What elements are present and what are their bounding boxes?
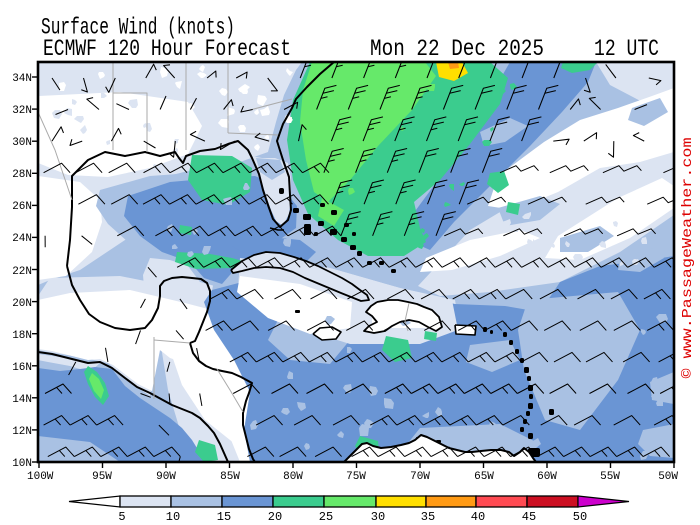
svg-text:20N: 20N [12,298,32,310]
svg-text:ECMWF 120 Hour Forecast: ECMWF 120 Hour Forecast [43,36,291,62]
svg-text:22N: 22N [12,266,32,278]
svg-text:16N: 16N [12,362,32,374]
svg-text:24N: 24N [12,233,32,245]
svg-text:30N: 30N [12,137,32,149]
svg-text:10: 10 [166,510,180,524]
svg-text:© www.PassageWeather.com: © www.PassageWeather.com [680,138,696,379]
svg-text:55W: 55W [600,471,620,483]
svg-text:10N: 10N [12,458,32,470]
svg-text:85W: 85W [220,471,240,483]
svg-text:32N: 32N [12,105,32,117]
svg-text:Surface Wind (knots): Surface Wind (knots) [41,15,235,41]
svg-text:28N: 28N [12,169,32,181]
svg-text:14N: 14N [12,394,32,406]
svg-text:15: 15 [217,510,231,524]
svg-text:25: 25 [319,510,333,524]
svg-text:20: 20 [268,510,282,524]
svg-text:70W: 70W [410,471,430,483]
svg-text:60W: 60W [537,471,557,483]
svg-text:40: 40 [471,510,485,524]
svg-text:45: 45 [522,510,536,524]
svg-text:50: 50 [573,510,587,524]
svg-text:65W: 65W [474,471,494,483]
svg-text:5: 5 [118,510,125,524]
svg-text:18N: 18N [12,330,32,342]
svg-text:35: 35 [421,510,435,524]
svg-text:12 UTC: 12 UTC [594,36,659,62]
svg-text:90W: 90W [156,471,176,483]
svg-text:34N: 34N [12,73,32,85]
svg-text:100W: 100W [27,471,54,483]
svg-text:26N: 26N [12,201,32,213]
svg-text:30: 30 [371,510,385,524]
svg-text:80W: 80W [283,471,303,483]
svg-text:12N: 12N [12,426,32,438]
svg-text:Mon 22 Dec 2025: Mon 22 Dec 2025 [370,36,544,62]
svg-text:95W: 95W [92,471,112,483]
svg-text:50W: 50W [658,471,678,483]
svg-text:75W: 75W [346,471,366,483]
